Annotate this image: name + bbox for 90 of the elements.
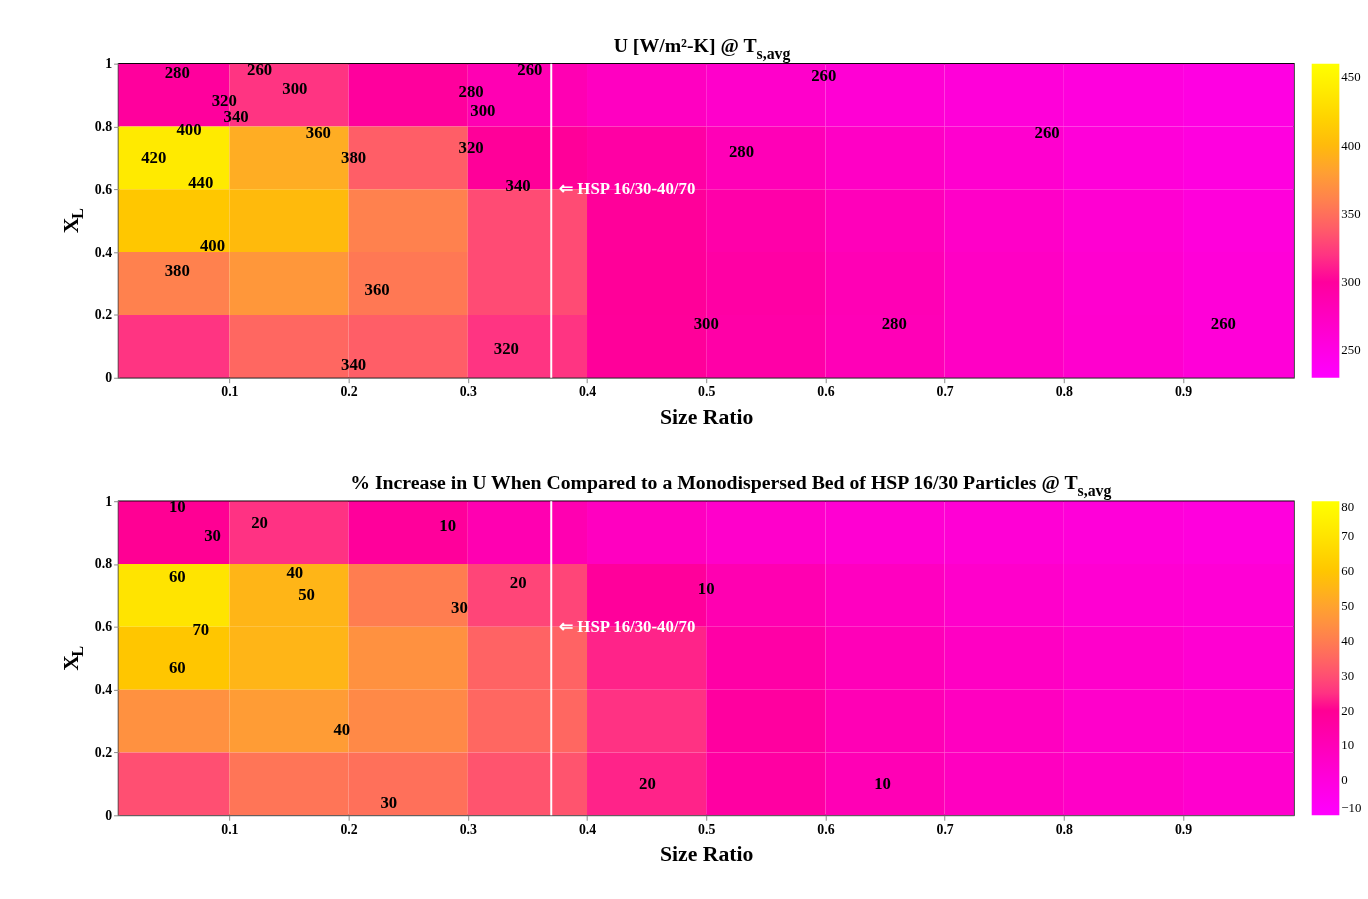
annotation: 260 bbox=[1034, 122, 1060, 142]
x-tick-label: 0.8 bbox=[1055, 821, 1074, 837]
y-tick-label: 0.8 bbox=[94, 118, 113, 134]
annotation: 10 bbox=[874, 773, 891, 793]
x-tick-label: 0.1 bbox=[221, 384, 239, 400]
y-tick-label: 0 bbox=[105, 807, 113, 823]
y-tick-label: 0.2 bbox=[94, 307, 113, 323]
color-bar-label: 450 bbox=[1341, 70, 1361, 85]
color-bar-label: 0 bbox=[1341, 773, 1348, 788]
annotation: 20 bbox=[251, 513, 268, 533]
y-tick-label: 0.6 bbox=[94, 181, 113, 197]
annotation: 20 bbox=[639, 773, 656, 793]
annotation: 50 bbox=[298, 585, 315, 605]
annotation: 360 bbox=[305, 122, 331, 142]
x-tick-label: 0.9 bbox=[1174, 821, 1193, 837]
y-tick-label: 0.2 bbox=[94, 744, 113, 760]
x-tick-label: 0.5 bbox=[698, 821, 716, 837]
color-bar-label: −10 bbox=[1341, 801, 1362, 816]
annotation: 340 bbox=[341, 355, 367, 375]
annotation: 380 bbox=[164, 260, 190, 280]
annotation: 10 bbox=[697, 579, 715, 599]
annotation: 60 bbox=[168, 657, 186, 677]
annotation: 30 bbox=[380, 792, 398, 812]
annotation: 10 bbox=[168, 497, 186, 517]
x-tick-label: 0.1 bbox=[221, 821, 239, 837]
annotation: 30 bbox=[451, 597, 468, 617]
annotation: 440 bbox=[188, 172, 214, 192]
x-tick-label: 0.8 bbox=[1055, 384, 1074, 400]
annotation: 280 bbox=[728, 141, 755, 161]
annotation: 300 bbox=[693, 314, 719, 334]
y-tick-label: 0.4 bbox=[94, 244, 113, 260]
color-bar-label: 50 bbox=[1341, 598, 1355, 613]
annotation: 260 bbox=[1210, 314, 1236, 334]
y-axis-title: XL bbox=[59, 208, 87, 234]
annotation: 380 bbox=[341, 147, 367, 167]
annotation: 300 bbox=[470, 100, 496, 120]
color-bar-label: 250 bbox=[1341, 343, 1361, 358]
y-tick-label: 1 bbox=[105, 493, 113, 509]
color-bar-label: 70 bbox=[1341, 529, 1355, 544]
x-tick-label: 0.6 bbox=[817, 384, 835, 400]
x-tick-label: 0.3 bbox=[459, 821, 478, 837]
annotation: 30 bbox=[204, 525, 221, 545]
y-tick-label: 0.8 bbox=[94, 556, 113, 572]
x-tick-label: 0.7 bbox=[936, 821, 954, 837]
color-bar-label: 80 bbox=[1341, 500, 1355, 515]
color-bar-label: 30 bbox=[1341, 668, 1355, 683]
x-tick-label: 0.4 bbox=[578, 821, 597, 837]
color-bar-label: 400 bbox=[1341, 138, 1361, 153]
annotation: 40 bbox=[286, 563, 304, 583]
color-bar-label: 350 bbox=[1341, 206, 1361, 221]
y-tick-label: 1 bbox=[105, 56, 113, 72]
annotation: 20 bbox=[509, 572, 527, 592]
color-bar-label: 300 bbox=[1341, 275, 1361, 290]
x-tick-label: 0.9 bbox=[1174, 384, 1193, 400]
color-bar-label: 20 bbox=[1341, 703, 1355, 718]
annotation: 360 bbox=[364, 279, 390, 299]
y-tick-label: 0 bbox=[105, 370, 113, 386]
annotation: 260 bbox=[246, 59, 273, 79]
annotation: 300 bbox=[282, 78, 308, 98]
annotation: 340 bbox=[505, 176, 531, 196]
annotation: 280 bbox=[881, 314, 907, 334]
annotation: 420 bbox=[141, 147, 167, 167]
color-bar-label: 40 bbox=[1341, 633, 1355, 648]
annotation: 280 bbox=[164, 63, 190, 83]
color-bar-label: 10 bbox=[1341, 738, 1355, 753]
annotation: 400 bbox=[199, 235, 226, 255]
x-axis-title: Size Ratio bbox=[659, 404, 754, 429]
ref-line-label: ⇐ HSP 16/30-40/70 bbox=[559, 616, 696, 636]
annotation: 260 bbox=[811, 66, 837, 86]
y-tick-label: 0.4 bbox=[94, 682, 113, 698]
annotation: 40 bbox=[333, 720, 351, 740]
annotation: 320 bbox=[493, 339, 519, 359]
annotation: 260 bbox=[517, 59, 543, 79]
annotation: 60 bbox=[168, 566, 186, 586]
color-bar-label: 60 bbox=[1341, 563, 1355, 578]
annotation: 10 bbox=[439, 516, 457, 536]
ref-line-label: ⇐ HSP 16/30-40/70 bbox=[559, 179, 696, 199]
x-tick-label: 0.2 bbox=[340, 821, 358, 837]
x-tick-label: 0.2 bbox=[340, 384, 358, 400]
x-tick-label: 0.3 bbox=[459, 384, 478, 400]
x-tick-label: 0.7 bbox=[936, 384, 954, 400]
annotation: 320 bbox=[458, 138, 484, 158]
x-axis-title: Size Ratio bbox=[659, 842, 754, 867]
x-tick-label: 0.5 bbox=[698, 384, 716, 400]
y-tick-label: 0.6 bbox=[94, 619, 113, 635]
y-axis-title: XL bbox=[59, 645, 87, 671]
x-tick-label: 0.6 bbox=[817, 821, 835, 837]
annotation: 280 bbox=[458, 81, 484, 101]
x-tick-label: 0.4 bbox=[578, 384, 597, 400]
annotation: 70 bbox=[192, 619, 210, 639]
